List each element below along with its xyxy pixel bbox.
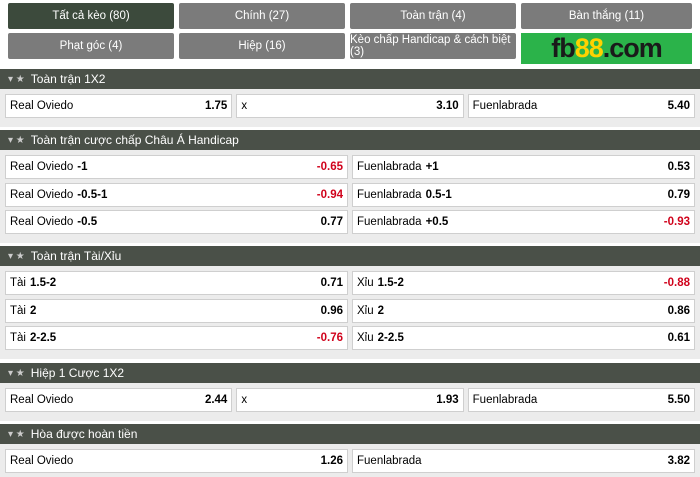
handicap: 0.5-1 [425,188,452,201]
odds-cell[interactable]: x 1.93 [236,388,464,412]
odds-cell[interactable]: Tài 2 0.96 [5,298,348,323]
odds-value: -0.94 [316,188,343,201]
odds-cell[interactable]: Real Oviedo -0.5 0.77 [5,210,348,234]
selection-name: Tài [10,304,26,317]
selection-name: Tài [10,277,26,289]
tab-button[interactable]: Tất cả kèo (80) [8,3,174,29]
handicap: 1.5-2 [29,277,57,289]
selection-name: x [241,394,248,406]
handicap: 2 [29,304,37,317]
logo[interactable]: fb 88 .com [521,33,692,64]
handicap: 1.5-2 [377,277,404,289]
section-title: Toàn trận 1X2 [30,72,106,86]
logo-text: .com [602,33,663,63]
handicap: +0.5 [425,216,449,228]
selection-name: x [241,100,248,112]
odds-cell[interactable]: Fuenlabrada 5.50 [467,388,695,412]
odds-value: 0.86 [667,304,690,317]
handicap: -0.5-1 [77,188,108,201]
section-title: Hiệp 1 Cược 1X2 [30,366,125,380]
odds-value: 0.61 [667,332,690,344]
section-header[interactable]: ▾ ★ Toàn trận Tài/Xỉu [0,246,700,266]
odds-cell[interactable]: Tài 2-2.5 -0.76 [5,326,348,350]
odds-cell[interactable]: x 3.10 [236,94,464,118]
odds-cell[interactable]: Fuenlabrada +1 0.53 [352,155,695,179]
tab-button[interactable]: Kèo chấp Handicap & cách biệt (3) [350,33,516,59]
selection-name: Tài [10,332,26,344]
section-header[interactable]: ▾ ★ Toàn trận 1X2 [0,69,700,89]
toggle-icon: ▾ ★ [8,134,25,146]
selection-name: Fuenlabrada [472,394,538,406]
odds-cell[interactable]: Real Oviedo 1.75 [5,94,233,118]
tab-button[interactable]: Hiệp (16) [179,33,345,59]
section-header[interactable]: ▾ ★ Hòa được hoàn tiền [0,424,700,444]
toggle-icon: ▾ ★ [8,367,25,379]
odds-value: 0.71 [320,277,343,289]
selection-name: Xỉu [357,304,374,317]
odds-cell[interactable]: Fuenlabrada 0.5-1 0.79 [352,182,695,207]
toggle-icon: ▾ ★ [8,73,25,85]
toggle-icon: ▾ ★ [8,250,25,262]
tab-button[interactable]: Toàn trận (4) [350,3,516,29]
odds-cell[interactable]: Real Oviedo 2.44 [5,388,233,412]
odds-value: -0.88 [663,277,690,289]
odds-cell[interactable]: Fuenlabrada 5.40 [467,94,695,118]
selection-name: Fuenlabrada [472,100,538,112]
section-header[interactable]: ▾ ★ Toàn trận cược chấp Châu Á Handicap [0,130,700,150]
selection-name: Fuenlabrada [357,161,422,173]
odds-value: 1.75 [204,100,228,112]
tab-button[interactable]: Bàn thắng (11) [521,3,692,29]
handicap: -0.5 [77,216,98,228]
selection-name: Real Oviedo [10,161,74,173]
logo-text: 88 [574,33,604,63]
section-header[interactable]: ▾ ★ Hiệp 1 Cược 1X2 [0,363,700,383]
selection-name: Fuenlabrada [357,216,422,228]
selection-name: Real Oviedo [10,394,74,406]
selection-name: Fuenlabrada [357,455,422,467]
selection-name: Fuenlabrada [357,188,422,201]
odds-cell[interactable]: Fuenlabrada +0.5 -0.93 [352,210,695,234]
handicap: -1 [77,161,88,173]
odds-cell[interactable]: Xỉu 2 0.86 [352,298,695,323]
odds-value: -0.76 [316,332,343,344]
odds-value: -0.65 [316,161,343,173]
odds-cell[interactable]: Real Oviedo -0.5-1 -0.94 [5,182,348,207]
tab-button[interactable]: Chính (27) [179,3,345,29]
odds-value: 0.53 [667,161,690,173]
odds-cell[interactable]: Tài 1.5-2 0.71 [5,271,348,295]
odds-value: 1.93 [436,394,459,406]
odds-value: 1.26 [320,455,343,467]
toggle-icon: ▾ ★ [8,428,25,440]
odds-cell[interactable]: Xỉu 1.5-2 -0.88 [352,271,695,295]
odds-value: 5.50 [667,394,690,406]
odds-value: 0.77 [320,216,343,228]
handicap: 2 [377,304,385,317]
odds-cell[interactable]: Real Oviedo 1.26 [5,449,348,473]
section-title: Toàn trận Tài/Xỉu [30,249,122,263]
selection-name: Xỉu [357,277,374,289]
odds-cell[interactable]: Real Oviedo -1 -0.65 [5,155,348,179]
tab-button[interactable]: Phạt góc (4) [8,33,174,59]
odds-value: 3.10 [436,100,459,112]
odds-value: 5.40 [667,100,690,112]
odds-value: 3.82 [667,455,690,467]
odds-value: -0.93 [663,216,690,228]
section-title: Hòa được hoàn tiền [30,427,138,441]
handicap: +1 [425,161,439,173]
selection-name: Real Oviedo [10,216,74,228]
selection-name: Xỉu [357,332,374,344]
handicap: 2-2.5 [377,332,404,344]
odds-cell[interactable]: Xỉu 2-2.5 0.61 [352,326,695,350]
odds-value: 2.44 [204,394,228,406]
odds-cell[interactable]: Fuenlabrada 3.82 [352,449,695,473]
selection-name: Real Oviedo [10,188,74,201]
section-title: Toàn trận cược chấp Châu Á Handicap [30,133,239,147]
odds-value: 0.96 [320,304,343,317]
odds-value: 0.79 [667,188,690,201]
logo-text: fb [551,33,576,63]
selection-name: Real Oviedo [10,455,74,467]
selection-name: Real Oviedo [10,100,74,112]
handicap: 2-2.5 [29,332,57,344]
